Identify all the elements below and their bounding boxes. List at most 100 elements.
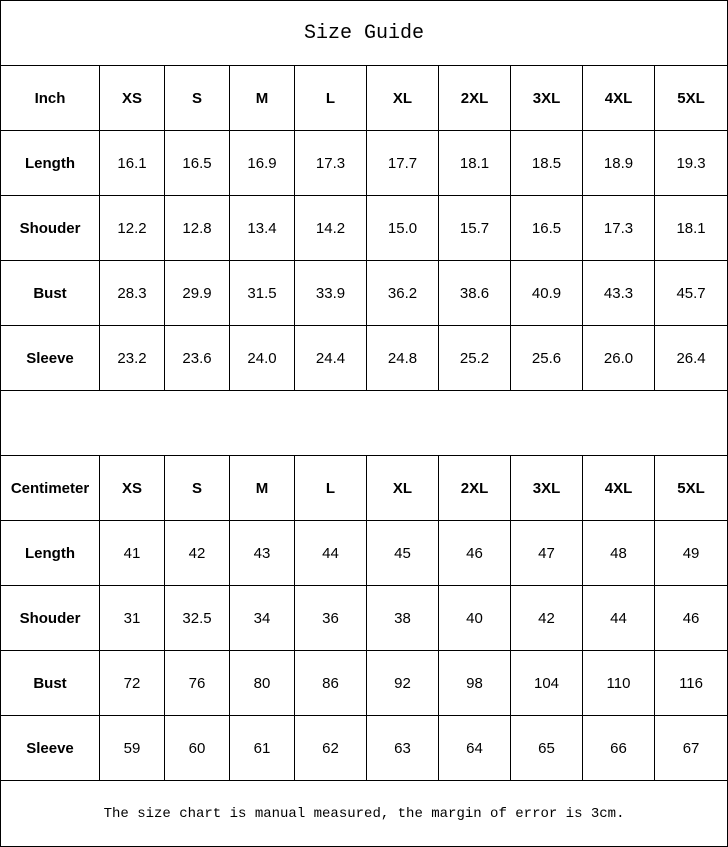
measurement-label: Length (0, 130, 100, 196)
measurement-value: 17.3 (294, 130, 367, 196)
unit-label: Inch (0, 65, 100, 131)
measurement-value: 63 (366, 715, 439, 781)
unit-label: Centimeter (0, 455, 100, 521)
measurement-value: 60 (164, 715, 230, 781)
measurement-value: 44 (294, 520, 367, 586)
measurement-value: 92 (366, 650, 439, 716)
table-row: Shouder 31 32.5 34 36 38 40 42 44 46 (0, 585, 728, 651)
measurement-value: 72 (99, 650, 165, 716)
measurement-value: 76 (164, 650, 230, 716)
measurement-value: 46 (438, 520, 511, 586)
size-header: 5XL (653, 455, 728, 521)
measurement-value: 36 (294, 585, 367, 651)
table-row: Sleeve 59 60 61 62 63 64 65 66 67 (0, 715, 728, 781)
centimeter-header-row: Centimeter XS S M L XL 2XL 3XL 4XL 5XL (0, 455, 728, 521)
measurement-value: 28.3 (99, 260, 165, 326)
measurement-value: 36.2 (366, 260, 439, 326)
measurement-value: 16.5 (164, 130, 230, 196)
size-header: XL (366, 65, 439, 131)
page-title: Size Guide (0, 0, 728, 66)
measurement-value: 19.3 (653, 130, 728, 196)
footnote: The size chart is manual measured, the m… (0, 780, 728, 847)
measurement-value: 26.0 (582, 325, 655, 391)
measurement-label: Sleeve (0, 715, 100, 781)
measurement-value: 47 (510, 520, 583, 586)
measurement-value: 16.5 (510, 195, 583, 261)
measurement-value: 61 (229, 715, 295, 781)
measurement-value: 31.5 (229, 260, 295, 326)
measurement-value: 116 (653, 650, 728, 716)
measurement-value: 98 (438, 650, 511, 716)
size-header: 5XL (653, 65, 728, 131)
spacer-cell (0, 390, 728, 456)
size-header: 3XL (510, 65, 583, 131)
size-header: 4XL (582, 65, 655, 131)
measurement-value: 46 (653, 585, 728, 651)
measurement-value: 18.5 (510, 130, 583, 196)
size-header: XL (366, 455, 439, 521)
note-row: The size chart is manual measured, the m… (0, 780, 728, 847)
size-header: 2XL (438, 65, 511, 131)
measurement-value: 12.8 (164, 195, 230, 261)
measurement-label: Length (0, 520, 100, 586)
measurement-value: 41 (99, 520, 165, 586)
measurement-value: 45 (366, 520, 439, 586)
measurement-value: 16.1 (99, 130, 165, 196)
measurement-value: 104 (510, 650, 583, 716)
table-row: Bust 72 76 80 86 92 98 104 110 116 (0, 650, 728, 716)
measurement-value: 38.6 (438, 260, 511, 326)
measurement-value: 32.5 (164, 585, 230, 651)
size-header: M (229, 65, 295, 131)
measurement-value: 29.9 (164, 260, 230, 326)
measurement-value: 65 (510, 715, 583, 781)
measurement-value: 23.2 (99, 325, 165, 391)
size-header: 2XL (438, 455, 511, 521)
measurement-value: 43 (229, 520, 295, 586)
size-header: 4XL (582, 455, 655, 521)
measurement-value: 80 (229, 650, 295, 716)
measurement-value: 24.0 (229, 325, 295, 391)
measurement-value: 66 (582, 715, 655, 781)
measurement-value: 42 (510, 585, 583, 651)
measurement-value: 48 (582, 520, 655, 586)
measurement-value: 23.6 (164, 325, 230, 391)
measurement-value: 33.9 (294, 260, 367, 326)
measurement-label: Bust (0, 650, 100, 716)
measurement-value: 12.2 (99, 195, 165, 261)
measurement-value: 18.1 (438, 130, 511, 196)
measurement-value: 16.9 (229, 130, 295, 196)
size-header: L (294, 455, 367, 521)
table-row: Length 41 42 43 44 45 46 47 48 49 (0, 520, 728, 586)
measurement-value: 17.7 (366, 130, 439, 196)
table-row: Shouder 12.2 12.8 13.4 14.2 15.0 15.7 16.5 17.3 1… (0, 195, 728, 261)
measurement-value: 45.7 (653, 260, 728, 326)
measurement-value: 14.2 (294, 195, 367, 261)
spacer-row (0, 390, 728, 456)
measurement-value: 24.4 (294, 325, 367, 391)
table-row: Bust 28.3 29.9 31.5 33.9 36.2 38.6 40.9 43.3 45.7 (0, 260, 728, 326)
measurement-value: 26.4 (653, 325, 728, 391)
measurement-value: 25.6 (510, 325, 583, 391)
measurement-value: 43.3 (582, 260, 655, 326)
measurement-value: 13.4 (229, 195, 295, 261)
size-header: L (294, 65, 367, 131)
measurement-value: 44 (582, 585, 655, 651)
measurement-value: 40 (438, 585, 511, 651)
table-row: Sleeve 23.2 23.6 24.0 24.4 24.8 25.2 25.6 26.0 26… (0, 325, 728, 391)
measurement-value: 67 (653, 715, 728, 781)
size-header: S (164, 455, 230, 521)
measurement-value: 38 (366, 585, 439, 651)
size-header: XS (99, 65, 165, 131)
size-header: M (229, 455, 295, 521)
measurement-value: 18.1 (653, 195, 728, 261)
measurement-value: 18.9 (582, 130, 655, 196)
measurement-label: Shouder (0, 585, 100, 651)
measurement-value: 17.3 (582, 195, 655, 261)
measurement-value: 25.2 (438, 325, 511, 391)
measurement-value: 15.0 (366, 195, 439, 261)
measurement-label: Sleeve (0, 325, 100, 391)
title-row: Size Guide (0, 0, 728, 66)
measurement-label: Shouder (0, 195, 100, 261)
measurement-value: 64 (438, 715, 511, 781)
size-header: XS (99, 455, 165, 521)
